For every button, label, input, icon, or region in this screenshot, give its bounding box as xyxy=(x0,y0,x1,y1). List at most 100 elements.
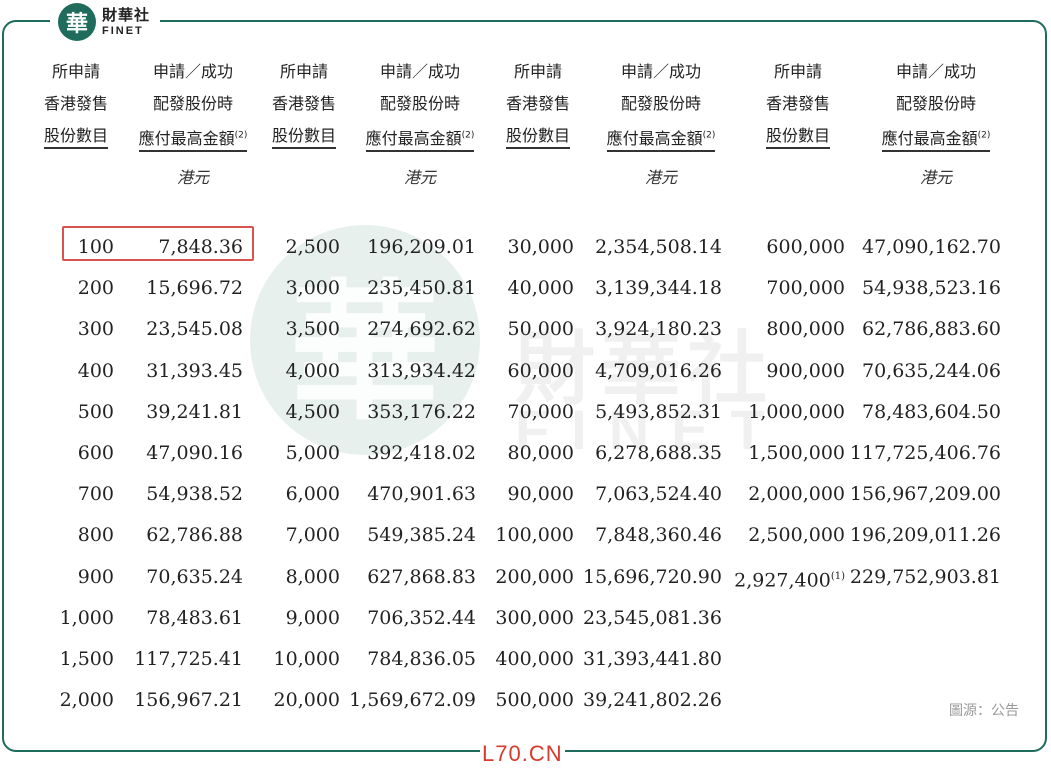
table-cell: 2,927,400(1) xyxy=(734,568,845,591)
table-cell: 62,786,883.60 xyxy=(861,318,1001,341)
table-cell: 2,000,000 xyxy=(748,483,845,506)
source-caption: 圖源：公告 xyxy=(949,703,1019,719)
table-cell: 800,000 xyxy=(766,318,845,341)
table-cell: 54,938.52 xyxy=(146,483,243,506)
table-cell: 1,569,672.09 xyxy=(349,689,476,712)
table-cell: 47,090,162.70 xyxy=(861,236,1001,258)
highlight-box xyxy=(62,226,254,261)
table-cell: 100 xyxy=(77,236,114,258)
table-cell: 500,000 xyxy=(495,689,574,712)
table-cell: 7,063,524.40 xyxy=(595,483,722,506)
amount-column-2: 196,209.01 235,450.81 274,692.62 313,934… xyxy=(349,230,476,724)
table-cell: 200 xyxy=(77,277,114,300)
table-cell: 7,848,360.46 xyxy=(595,524,722,547)
table-cell: 100,000 xyxy=(495,524,574,547)
header-amount-4: 申請／成功 配發股份時 應付最高金額(2) xyxy=(878,56,994,155)
table-cell: 5,000 xyxy=(285,441,340,464)
table-cell: 500 xyxy=(77,400,114,423)
unit-label-2: 港元 xyxy=(403,168,436,187)
table-cell: 1,500 xyxy=(59,647,114,670)
table-cell: 300 xyxy=(77,318,114,341)
table-cell: 20,000 xyxy=(273,689,340,712)
table-cell: 31,393.45 xyxy=(146,359,243,382)
table-cell: 60,000 xyxy=(507,359,574,382)
table-cell: 2,500,000 xyxy=(748,524,845,547)
table-cell: 31,393,441.80 xyxy=(582,647,722,670)
table-cell: 70,000 xyxy=(507,400,574,423)
amount-column-4: 47,090,162.70 54,938,523.16 62,786,883.6… xyxy=(850,230,1001,601)
table-cell: 6,278,688.35 xyxy=(595,441,722,464)
site-watermark: L70.CN xyxy=(480,741,565,767)
header-shares-2: 所申請 香港發售 股份數目 xyxy=(268,56,340,152)
table-cell: 78,483.61 xyxy=(146,606,243,629)
table-cell: 229,752,903.81 xyxy=(849,565,1001,588)
finet-logo: 華 財華社 FINET xyxy=(50,0,161,44)
shares-column-3: 30,000 40,000 50,000 60,000 70,000 80,00… xyxy=(495,230,574,724)
amount-column-1: 7,848.36 15,696.72 23,545.08 31,393.45 3… xyxy=(134,230,243,724)
table-cell: 400,000 xyxy=(495,647,574,670)
logo-seal-icon: 華 xyxy=(58,3,96,41)
table-cell: 200,000 xyxy=(495,565,574,588)
table-cell: 156,967.21 xyxy=(134,689,243,712)
table-cell: 4,709,016.26 xyxy=(595,359,722,382)
table-cell: 706,352.44 xyxy=(367,606,476,629)
table-cell: 400 xyxy=(77,359,114,382)
table-cell: 23,545,081.36 xyxy=(582,606,722,629)
table-cell: 3,000 xyxy=(285,277,340,300)
table-cell: 274,692.62 xyxy=(367,318,476,341)
table-cell: 78,483,604.50 xyxy=(861,400,1001,423)
table-cell: 353,176.22 xyxy=(367,400,476,423)
header-amount-2: 申請／成功 配發股份時 應付最高金額(2) xyxy=(362,56,478,155)
table-cell: 2,000 xyxy=(59,689,114,712)
table-cell: 47,090.16 xyxy=(146,441,243,464)
shares-column-4: 600,000 700,000 800,000 900,000 1,000,00… xyxy=(734,230,845,601)
table-cell: 39,241,802.26 xyxy=(582,689,722,712)
table-cell: 627,868.83 xyxy=(367,565,476,588)
table-cell: 4,500 xyxy=(285,400,340,423)
table-cell: 117,725.41 xyxy=(134,647,243,670)
table-cell: 549,385.24 xyxy=(367,524,476,547)
header-shares-1: 所申請 香港發售 股份數目 xyxy=(40,56,112,152)
table-cell: 900 xyxy=(77,565,114,588)
table-cell: 470,901.63 xyxy=(367,483,476,506)
table-cell: 800 xyxy=(77,524,114,547)
table-cell: 700 xyxy=(77,483,114,506)
table-cell: 3,924,180.23 xyxy=(595,318,722,341)
unit-label-4: 港元 xyxy=(919,168,952,187)
header-amount-3: 申請／成功 配發股份時 應付最高金額(2) xyxy=(603,56,719,155)
shares-column-2: 2,500 3,000 3,500 4,000 4,500 5,000 6,00… xyxy=(274,230,340,724)
table-cell: 600 xyxy=(77,441,114,464)
table-cell: 117,725,406.76 xyxy=(849,441,1001,464)
table-cell: 30,000 xyxy=(507,236,574,258)
header-shares-3: 所申請 香港發售 股份數目 xyxy=(502,56,574,152)
shares-column-1: 100 200 300 400 500 600 700 800 900 1,00… xyxy=(60,230,114,724)
table-cell: 196,209.01 xyxy=(367,236,476,258)
footnote-marker: (1) xyxy=(830,570,845,582)
table-cell: 784,836.05 xyxy=(367,647,476,670)
table-cell: 156,967,209.00 xyxy=(849,483,1001,506)
brand-name-en: FINET xyxy=(102,24,144,37)
table-cell: 39,241.81 xyxy=(146,400,243,423)
table-cell: 23,545.08 xyxy=(146,318,243,341)
table-cell: 54,938,523.16 xyxy=(861,277,1001,300)
table-cell: 8,000 xyxy=(285,565,340,588)
unit-label-1: 港元 xyxy=(176,168,209,187)
table-cell: 2,354,508.14 xyxy=(595,236,722,258)
brand-name-cn: 財華社 xyxy=(102,5,151,24)
table-cell: 1,500,000 xyxy=(748,441,845,464)
table-cell: 15,696.72 xyxy=(146,277,243,300)
table-cell: 9,000 xyxy=(285,606,340,629)
unit-label-3: 港元 xyxy=(644,168,677,187)
table-cell: 300,000 xyxy=(495,606,574,629)
table-cell: 3,500 xyxy=(285,318,340,341)
table-cell: 15,696,720.90 xyxy=(582,565,722,588)
table-cell: 10,000 xyxy=(273,647,340,670)
table-cell: 40,000 xyxy=(507,277,574,300)
table-cell: 70,635,244.06 xyxy=(861,359,1001,382)
table-cell: 1,000,000 xyxy=(748,400,845,423)
header-shares-4: 所申請 香港發售 股份數目 xyxy=(762,56,834,152)
table-cell: 5,493,852.31 xyxy=(595,400,722,423)
table-cell: 313,934.42 xyxy=(367,359,476,382)
table-cell: 1,000 xyxy=(59,606,114,629)
table-cell: 600,000 xyxy=(766,236,845,258)
